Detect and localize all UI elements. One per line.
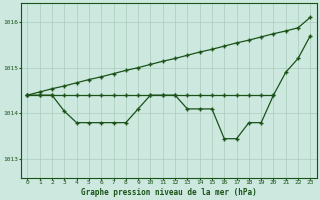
X-axis label: Graphe pression niveau de la mer (hPa): Graphe pression niveau de la mer (hPa) [81, 188, 257, 197]
